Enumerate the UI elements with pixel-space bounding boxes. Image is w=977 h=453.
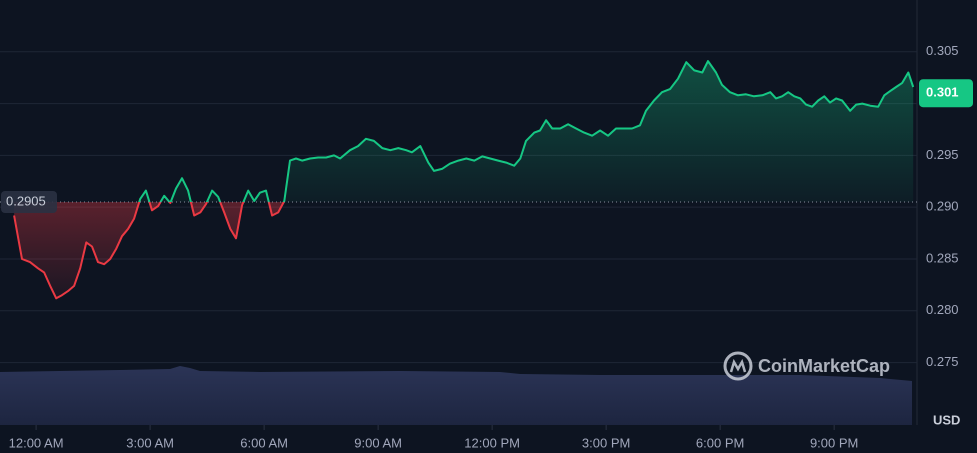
price-line bbox=[13, 60, 915, 300]
y-tick-label: 0.290 bbox=[926, 199, 959, 214]
baseline-label-bg bbox=[1, 191, 57, 213]
current-price-bg bbox=[919, 79, 973, 108]
x-tick-label: 6:00 AM bbox=[240, 435, 288, 450]
watermark-text: CoinMarketCap bbox=[758, 356, 890, 376]
x-tick-label: 12:00 PM bbox=[464, 435, 520, 450]
baseline-label: 0.2905 bbox=[6, 193, 46, 208]
volume-area bbox=[0, 366, 912, 425]
y-tick-label: 0.285 bbox=[926, 250, 959, 265]
watermark-logo-mark bbox=[729, 358, 747, 373]
price-area bbox=[14, 61, 914, 299]
x-tick-label: 6:00 PM bbox=[696, 435, 744, 450]
x-tick-label: 12:00 AM bbox=[9, 435, 64, 450]
x-tick-label: 3:00 AM bbox=[126, 435, 174, 450]
x-tick-label: 9:00 PM bbox=[810, 435, 858, 450]
y-tick-label: 0.305 bbox=[926, 43, 959, 58]
watermark-logo bbox=[723, 351, 753, 381]
y-tick-label: 0.280 bbox=[926, 302, 959, 317]
x-tick-label: 9:00 AM bbox=[354, 435, 402, 450]
watermark: CoinMarketCap bbox=[723, 351, 890, 381]
y-tick-label: 0.275 bbox=[926, 354, 959, 369]
x-tick-label: 3:00 PM bbox=[582, 435, 630, 450]
y-unit: USD bbox=[933, 412, 960, 427]
current-price-label: 0.301 bbox=[926, 85, 959, 100]
y-tick-label: 0.295 bbox=[926, 147, 959, 162]
